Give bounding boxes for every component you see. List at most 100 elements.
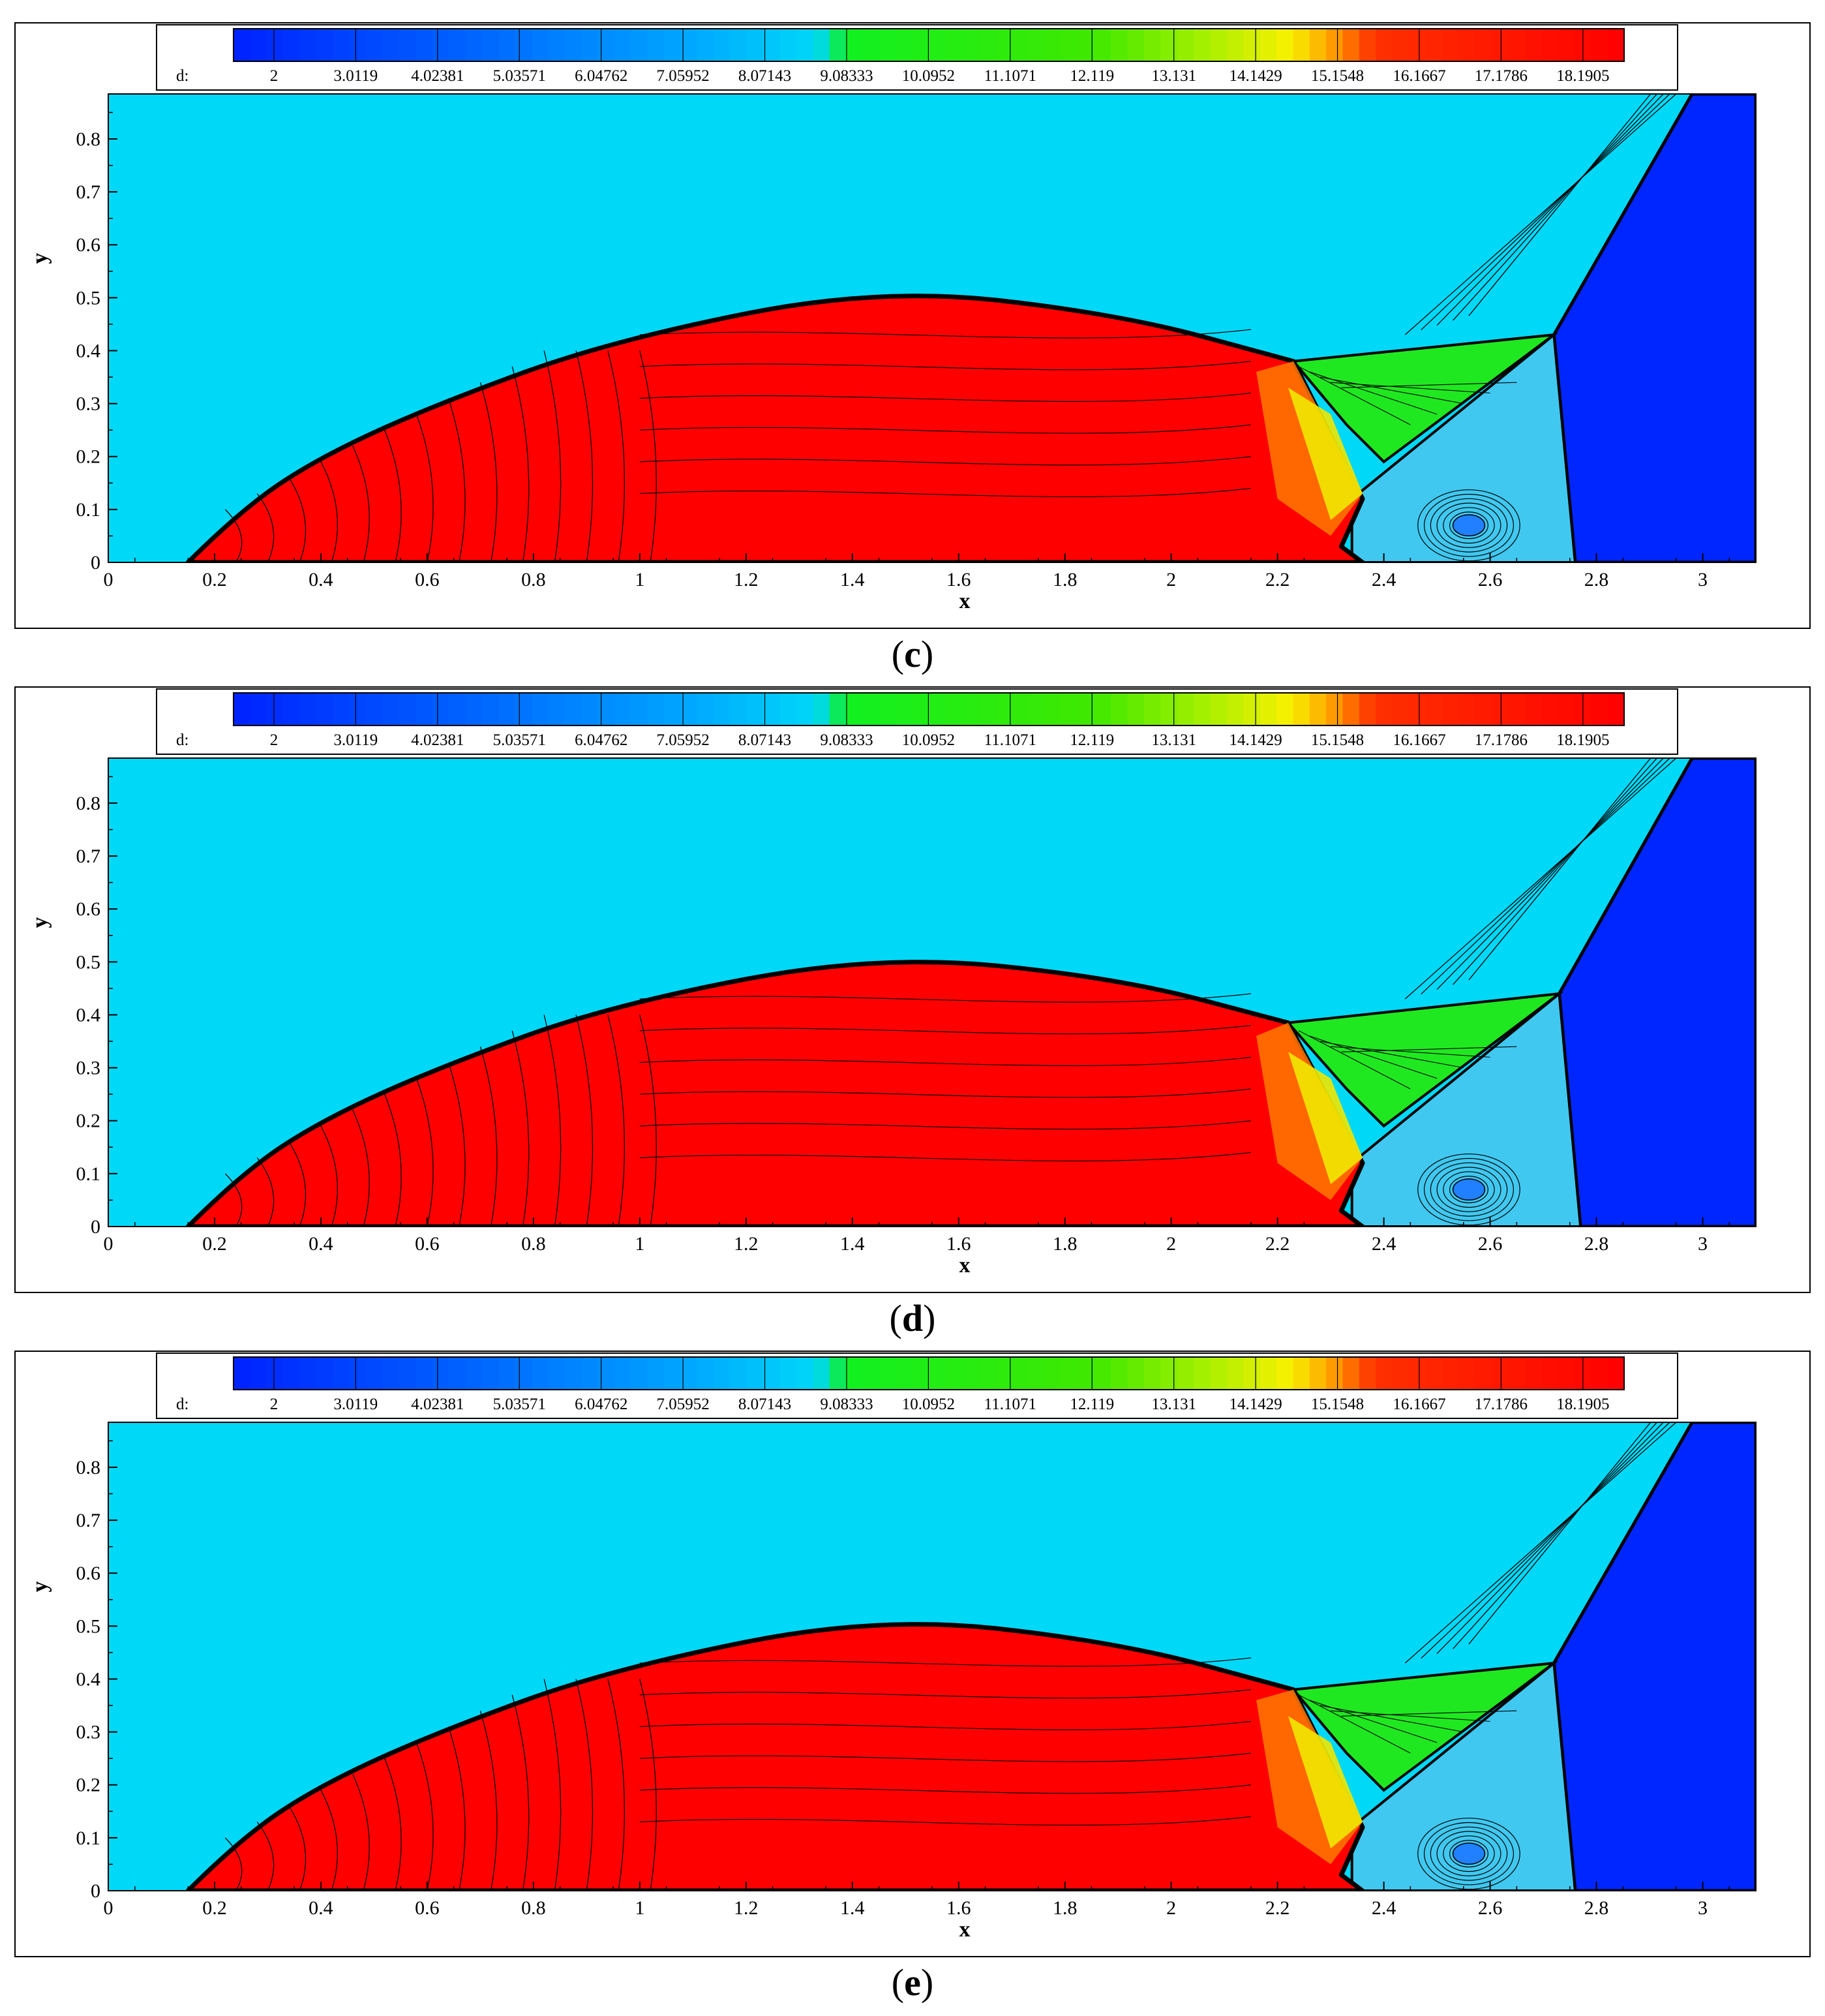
jet-core-region [185, 294, 1365, 562]
colorbar-segment [1194, 29, 1211, 61]
colorbar-segment [1591, 693, 1608, 725]
colorbar-tick-label: 16.1667 [1393, 1396, 1445, 1413]
contour-panel-d: d: 2 3.0119 4.02381 5.03571 6.04762 7.05952 8.0… [14, 686, 1811, 1293]
contour-line [575, 1015, 594, 1227]
colorbar-segment [1210, 1357, 1228, 1390]
colorbar-segment [945, 693, 963, 725]
y-tick-label: 0.6 [76, 898, 101, 920]
colorbar-tick-label: 16.1667 [1393, 731, 1445, 749]
vortex-core [1452, 1178, 1486, 1201]
x-tick-label: 2.6 [1478, 569, 1503, 590]
contour-line [479, 1046, 498, 1227]
colorbar-segment [299, 693, 317, 725]
colorbar-tick-label: 6.04762 [575, 731, 627, 749]
colorbar-segment [1376, 1357, 1393, 1390]
colorbar-segment [1558, 29, 1575, 61]
colorbar-tick-label: 9.08333 [820, 1396, 873, 1413]
contour-line [415, 414, 434, 562]
vortex-contour [1449, 1840, 1488, 1868]
x-tick-label: 0 [104, 1233, 113, 1255]
colorbar-segment [515, 1357, 532, 1390]
colorbar-segment [1276, 693, 1294, 725]
colorbar-segment [481, 693, 499, 725]
transition-band-inner [1288, 1716, 1363, 1849]
vortex-contour [1436, 1167, 1501, 1212]
colorbar-segment [1044, 1357, 1062, 1390]
colorbar-segment [1309, 29, 1327, 61]
colorbar-segment [597, 693, 615, 725]
contour-line [1341, 1046, 1517, 1052]
colorbar-segment [1293, 693, 1310, 725]
colorbar-segment [250, 693, 267, 725]
x-tick-label: 1.6 [946, 1233, 971, 1255]
colorbar-segment [813, 29, 830, 61]
colorbar-tick-label: 12.119 [1070, 731, 1114, 749]
colorbar-segment [498, 1357, 516, 1390]
colorbar-segment [730, 693, 747, 725]
colorbar-segment [1508, 29, 1526, 61]
contour-line [415, 1078, 434, 1227]
colorbar-tick-label: 6.04762 [575, 1396, 627, 1413]
contour-line [639, 361, 1251, 371]
contour-line [479, 382, 498, 562]
x-tick-label: 0 [104, 569, 113, 590]
vortex-contour [1417, 489, 1520, 562]
x-tick-label: 0.2 [202, 569, 227, 590]
colorbar-tick-label: 14.1429 [1229, 731, 1282, 749]
colorbar-segment [316, 29, 334, 61]
colorbar-segment [415, 1357, 433, 1390]
x-tick-label: 0.8 [521, 1233, 546, 1255]
y-tick-label: 0.1 [76, 1827, 101, 1849]
vortex-core [1452, 514, 1486, 537]
contour-panel-c: d: 2 3.0119 4.02381 5.03571 6.04762 7.05952 8.0… [14, 22, 1811, 629]
colorbar-segment [631, 29, 648, 61]
contour-line [543, 1015, 562, 1227]
colorbar-segment [763, 1357, 781, 1390]
oblique-wave-line [1436, 758, 1664, 990]
oblique-wave-line [1468, 94, 1652, 316]
colorbar-segment [1458, 1357, 1476, 1390]
post-shock-region [1350, 332, 1576, 562]
contour-line [384, 1093, 402, 1227]
colorbar-segment [714, 1357, 731, 1390]
vortex-contour [1443, 507, 1495, 544]
contour-line [1320, 1041, 1464, 1069]
colorbar-segment [1243, 1357, 1261, 1390]
contour-line [639, 456, 1251, 466]
colorbar-tick-label: 13.131 [1151, 1396, 1196, 1413]
colorbar-segment [581, 1357, 599, 1390]
x-tick-label: 0.4 [309, 1233, 333, 1255]
colorbar-segment [829, 1357, 847, 1390]
contour-line [639, 1088, 1251, 1098]
x-tick-label: 2.8 [1584, 569, 1609, 590]
vortex-contour [1430, 1826, 1508, 1881]
colorbar-tick-label: 18.1905 [1556, 1396, 1609, 1413]
colorbar-segment [1376, 693, 1393, 725]
colorbar-segment [1309, 1357, 1327, 1390]
colorbar-segment [730, 29, 747, 61]
contour-line [511, 366, 530, 562]
vortex-contour [1423, 1822, 1515, 1886]
colorbar-segment [515, 29, 532, 61]
contour-line [639, 424, 1251, 434]
vortex-contour [1417, 1818, 1520, 1890]
colorbar-segment [1243, 693, 1261, 725]
colorbar-segment [813, 693, 830, 725]
y-tick-label: 0.8 [76, 793, 101, 814]
contour-line [384, 1758, 402, 1891]
colorbar-segment [779, 1357, 797, 1390]
colorbar-segment [432, 693, 449, 725]
colorbar-segment [1111, 1357, 1128, 1390]
colorbar-segment [465, 1357, 483, 1390]
colorbar-segment [1160, 1357, 1178, 1390]
contour-line [575, 350, 594, 562]
colorbar-tick-label: 15.1548 [1311, 731, 1364, 749]
colorbar-segment [333, 1357, 350, 1390]
post-shock-region [1350, 991, 1582, 1227]
colorbar-segment [763, 693, 781, 725]
y-tick-label: 0.4 [76, 1668, 101, 1690]
x-tick-label: 0.6 [415, 569, 440, 590]
colorbar-segment [1458, 693, 1476, 725]
colorbar-segment [1044, 29, 1062, 61]
colorbar-segment [266, 693, 284, 725]
